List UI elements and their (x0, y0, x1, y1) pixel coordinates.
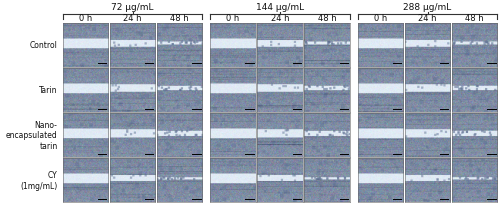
Text: Control: Control (30, 41, 58, 50)
Text: Tarin: Tarin (39, 86, 58, 95)
Text: 24 h: 24 h (270, 13, 289, 22)
Text: 0 h: 0 h (226, 13, 239, 22)
Text: 144 μg/mL: 144 μg/mL (256, 3, 304, 12)
Text: Nano-
encapsulated
tarin: Nano- encapsulated tarin (6, 120, 58, 150)
Text: 24 h: 24 h (418, 13, 437, 22)
Text: 288 μg/mL: 288 μg/mL (404, 3, 452, 12)
Text: 0 h: 0 h (374, 13, 387, 22)
Text: CY
(1mg/mL): CY (1mg/mL) (20, 170, 58, 190)
Text: 0 h: 0 h (78, 13, 92, 22)
Text: 48 h: 48 h (318, 13, 336, 22)
Text: 48 h: 48 h (466, 13, 484, 22)
Text: 72 μg/mL: 72 μg/mL (111, 3, 154, 12)
Text: 24 h: 24 h (123, 13, 142, 22)
Text: 48 h: 48 h (170, 13, 189, 22)
